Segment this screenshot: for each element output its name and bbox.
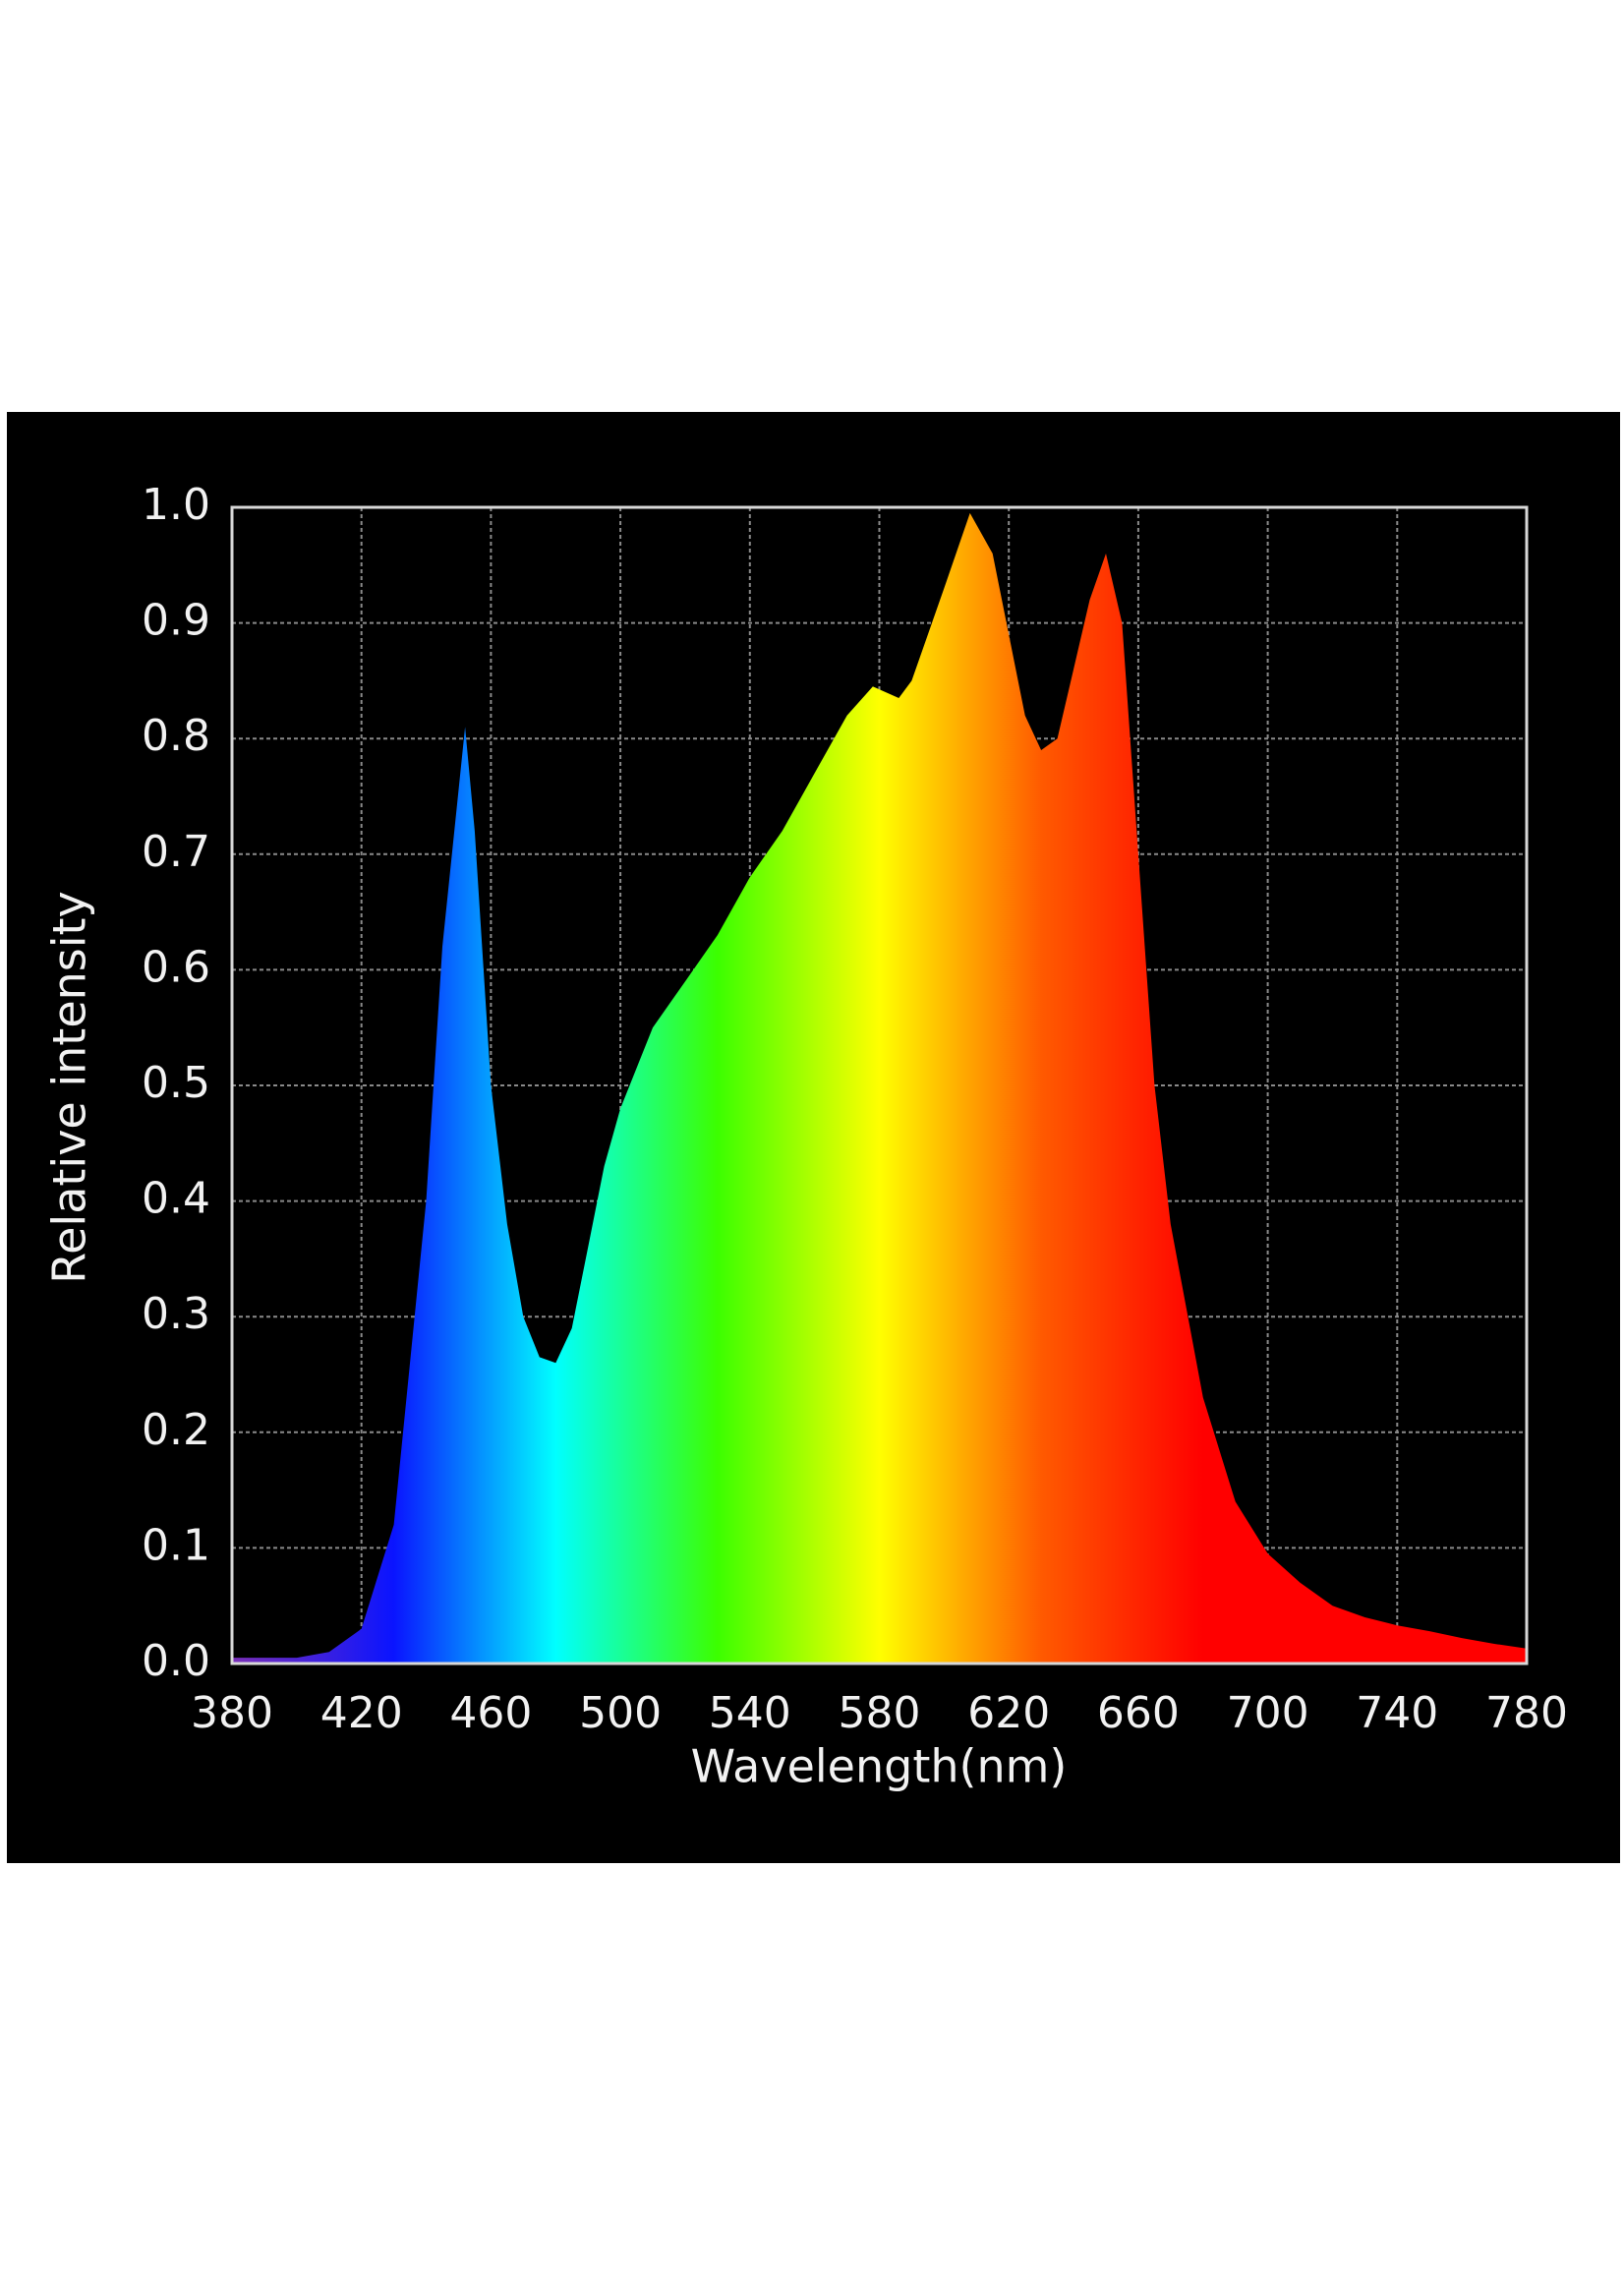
y-tick-label: 0.8 [142,711,210,761]
y-axis-title: Relative intensity [43,891,96,1284]
x-tick-label: 380 [191,1688,273,1738]
y-tick-label: 0.5 [142,1058,210,1108]
y-tick-label: 0.3 [142,1289,210,1339]
y-tick-label: 1.0 [142,480,210,530]
y-tick-label: 0.4 [142,1174,210,1224]
y-tick-label: 0.2 [142,1405,210,1455]
y-tick-label: 0.6 [142,942,210,992]
x-tick-label: 780 [1485,1688,1568,1738]
x-tick-label: 420 [320,1688,403,1738]
y-tick-label: 0.9 [142,596,210,646]
y-tick-label: 0.1 [142,1520,210,1570]
x-tick-label: 500 [579,1688,662,1738]
x-tick-label: 460 [449,1688,532,1738]
x-tick-label: 540 [709,1688,791,1738]
x-tick-label: 700 [1227,1688,1309,1738]
x-tick-label: 580 [839,1688,921,1738]
plot-frame [230,505,1529,1665]
x-tick-label: 620 [967,1688,1050,1738]
spectrum-area [232,512,1527,1664]
x-tick-label: 660 [1097,1688,1180,1738]
y-tick-label: 0.0 [142,1636,210,1686]
y-tick-label: 0.7 [142,827,210,877]
x-axis-title: Wavelength(nm) [691,1740,1068,1793]
x-tick-label: 740 [1356,1688,1438,1738]
